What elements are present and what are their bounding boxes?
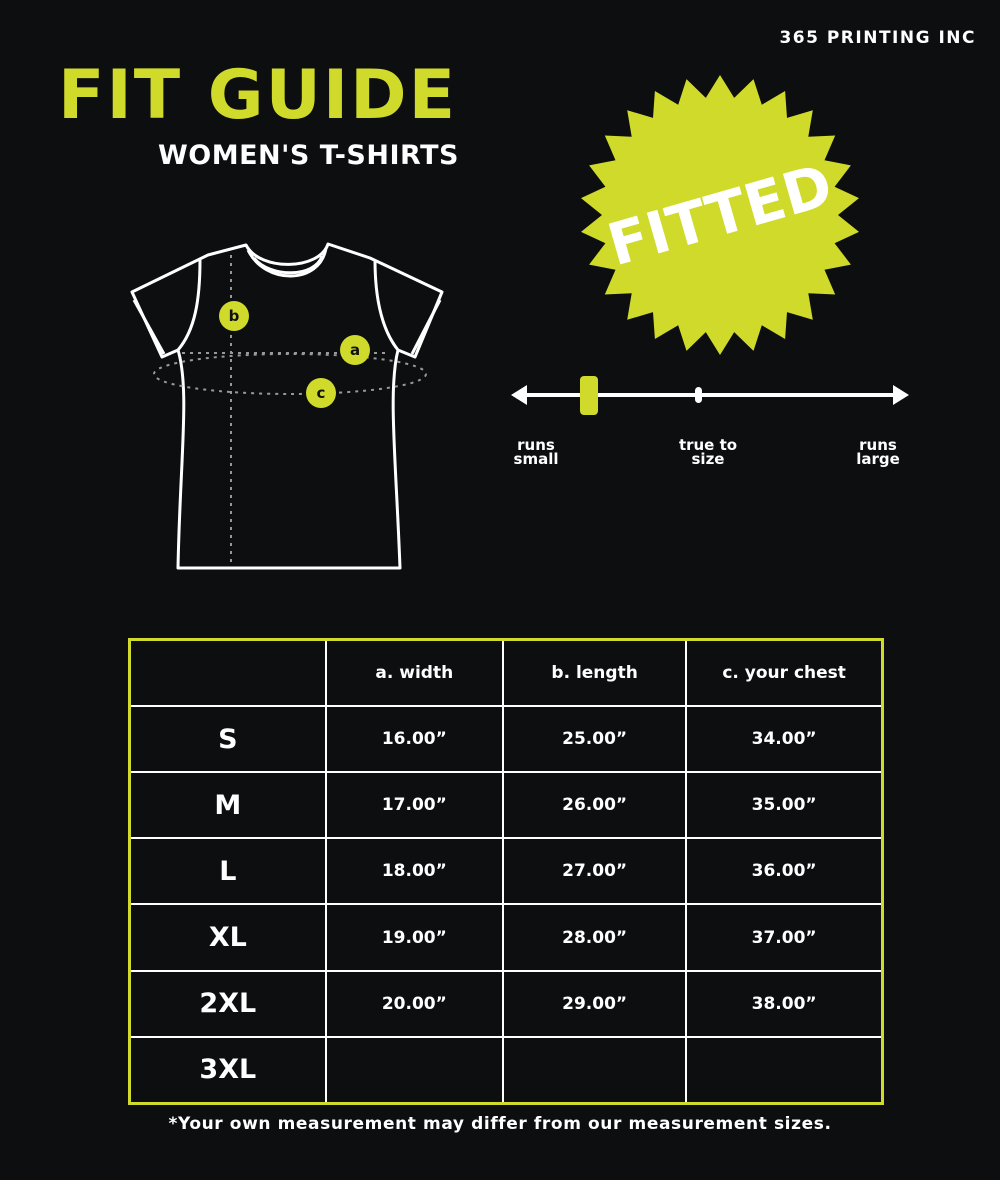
cell-size: XL bbox=[128, 903, 327, 972]
cell-width: 16.00” bbox=[324, 704, 504, 774]
table-row: XL 19.00” 28.00” 37.00” bbox=[128, 903, 884, 972]
page-title: FIT GUIDE bbox=[58, 56, 458, 135]
cell-length: 27.00” bbox=[501, 837, 688, 906]
cell-size: 3XL bbox=[128, 1035, 327, 1105]
footnote: *Your own measurement may differ from ou… bbox=[168, 1114, 832, 1134]
label-a: a bbox=[350, 341, 360, 359]
table-row: M 17.00” 26.00” 35.00” bbox=[128, 771, 884, 840]
label-a-marker bbox=[340, 335, 370, 365]
arrow-right-icon bbox=[893, 385, 909, 405]
label-runs-small: runs small bbox=[513, 436, 559, 468]
cell-chest: 35.00” bbox=[685, 771, 884, 840]
fitted-badge: FITTED bbox=[581, 75, 859, 355]
cell-width: 17.00” bbox=[324, 771, 504, 840]
label-c-marker bbox=[306, 378, 336, 408]
fit-level-marker bbox=[580, 376, 598, 415]
starburst-shape bbox=[581, 75, 859, 355]
cell-length: 25.00” bbox=[501, 704, 688, 774]
cell-chest: 37.00” bbox=[685, 903, 884, 972]
header-size bbox=[128, 638, 327, 707]
label-b-marker bbox=[219, 301, 249, 331]
label-true-to-size: true to size bbox=[678, 436, 738, 468]
cell-chest: 34.00” bbox=[685, 704, 884, 774]
table-header-row: a. width b. length c. your chest bbox=[128, 638, 884, 707]
size-table: a. width b. length c. your chest S 16.00”… bbox=[128, 638, 884, 1105]
cell-width: 20.00” bbox=[324, 969, 504, 1038]
cell-length: 29.00” bbox=[501, 969, 688, 1038]
header-width: a. width bbox=[324, 638, 504, 707]
table-row: 2XL 20.00” 29.00” 38.00” bbox=[128, 969, 884, 1038]
table-row: 3XL bbox=[128, 1035, 884, 1105]
cell-length bbox=[501, 1035, 688, 1105]
fit-scale bbox=[511, 376, 909, 415]
page-subtitle: WOMEN'S T-SHIRTS bbox=[158, 140, 459, 171]
cell-chest bbox=[685, 1035, 884, 1105]
cell-chest: 36.00” bbox=[685, 837, 884, 906]
true-to-size-tick bbox=[695, 387, 702, 403]
cell-size: M bbox=[128, 771, 327, 840]
cell-size: L bbox=[128, 837, 327, 906]
tshirt-diagram: b a c bbox=[130, 242, 444, 570]
cell-size: 2XL bbox=[128, 969, 327, 1038]
cell-size: S bbox=[128, 704, 327, 774]
header-length: b. length bbox=[501, 638, 688, 707]
arrow-left-icon bbox=[511, 385, 527, 405]
cell-width: 19.00” bbox=[324, 903, 504, 972]
brand-name: 365 PRINTING INC bbox=[779, 28, 976, 48]
label-runs-large: runs large bbox=[856, 436, 900, 468]
header-chest: c. your chest bbox=[685, 638, 884, 707]
label-c: c bbox=[317, 384, 326, 402]
cell-length: 26.00” bbox=[501, 771, 688, 840]
label-b: b bbox=[229, 307, 240, 325]
cell-chest: 38.00” bbox=[685, 969, 884, 1038]
table-row: L 18.00” 27.00” 36.00” bbox=[128, 837, 884, 906]
cell-width: 18.00” bbox=[324, 837, 504, 906]
cell-length: 28.00” bbox=[501, 903, 688, 972]
table-row: S 16.00” 25.00” 34.00” bbox=[128, 704, 884, 774]
cell-width bbox=[324, 1035, 504, 1105]
